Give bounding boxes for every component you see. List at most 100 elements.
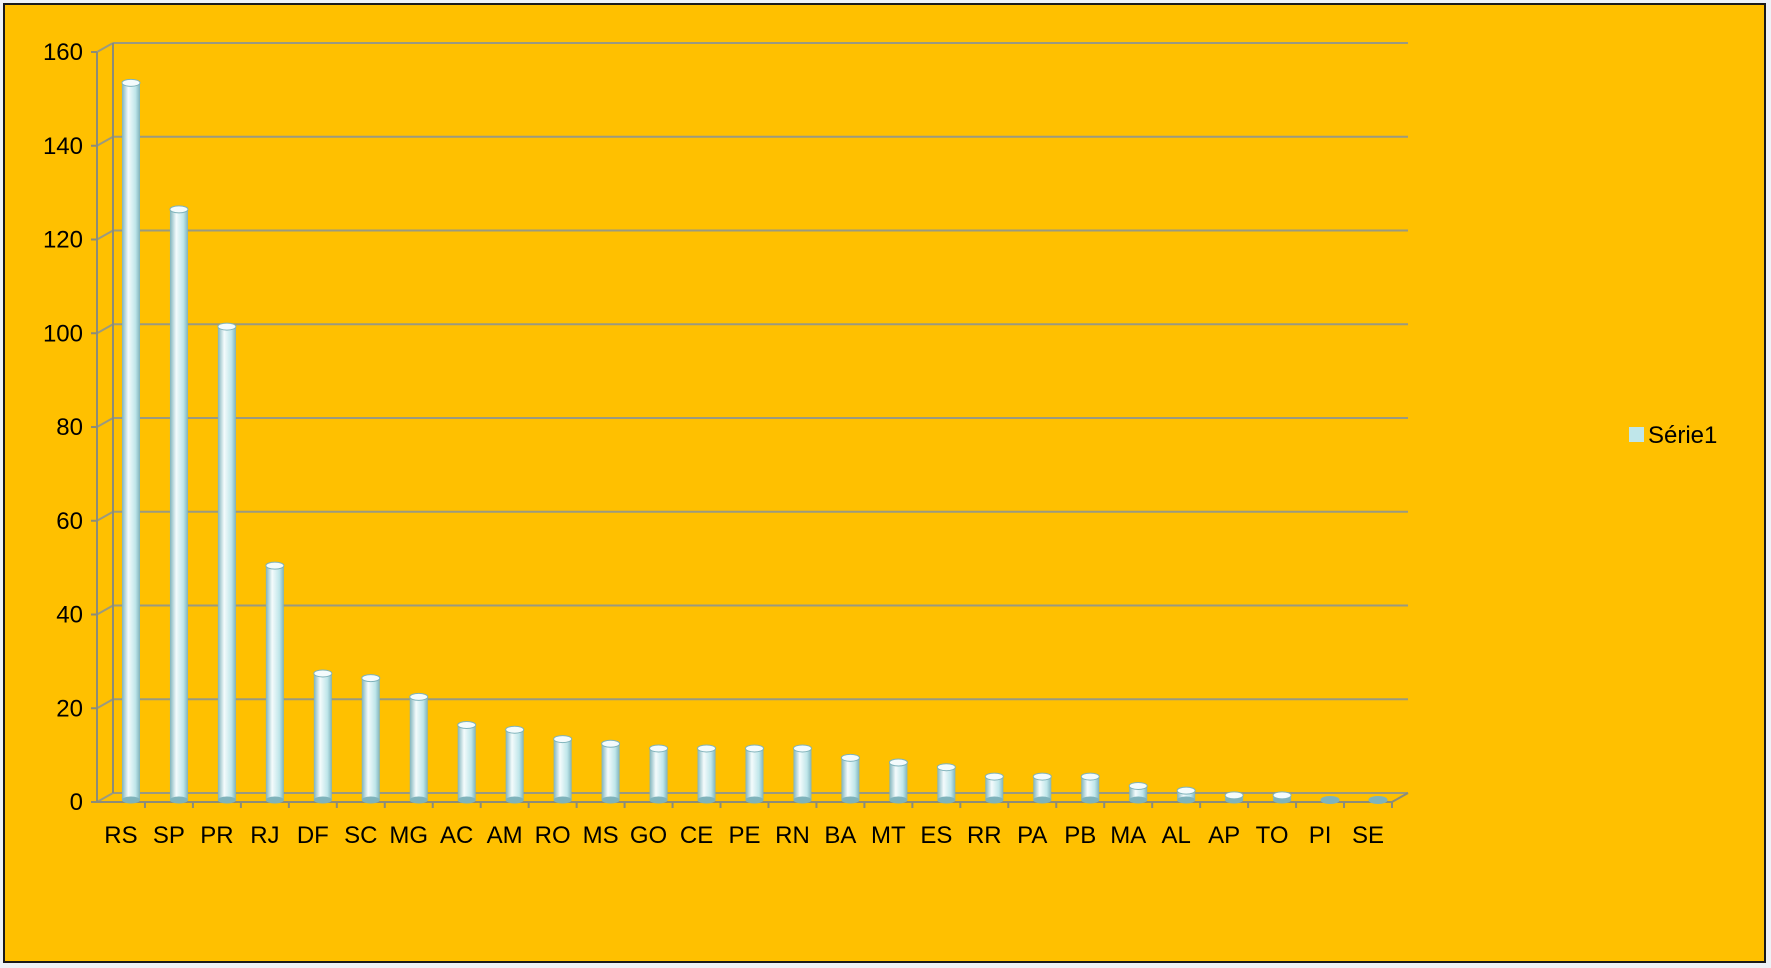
y-tick-label: 140 — [43, 133, 83, 160]
bar-top — [457, 721, 477, 729]
x-tick-label: RO — [535, 822, 571, 849]
axes — [91, 43, 1409, 808]
x-tick-label: MG — [389, 822, 428, 849]
y-tick-label: 160 — [43, 39, 83, 66]
y-tick-label: 0 — [70, 789, 83, 816]
gridline-depth — [96, 323, 114, 335]
bar — [121, 78, 141, 804]
x-tick-label: TO — [1256, 822, 1289, 849]
bar — [1224, 791, 1244, 804]
bar-top — [505, 725, 525, 734]
bar-base — [937, 796, 956, 804]
y-tick-label: 80 — [56, 414, 83, 441]
x-tick-label: PI — [1309, 822, 1332, 849]
bar-base — [505, 796, 524, 804]
y-tick-label: 100 — [43, 320, 83, 347]
bar — [313, 669, 333, 804]
bar-top — [1272, 791, 1292, 800]
bar — [217, 322, 237, 804]
gridline-depth — [96, 229, 114, 241]
bar — [1272, 791, 1292, 804]
bar-base — [1129, 796, 1148, 804]
bar — [1032, 772, 1052, 804]
gridline-depth — [96, 792, 114, 803]
x-tick-label: PE — [728, 822, 760, 849]
x-tick-label: AL — [1161, 822, 1190, 849]
bar-body — [697, 748, 716, 800]
gridline-depth — [96, 417, 114, 428]
gridline-depth — [96, 42, 114, 53]
chart-frame: 0 20 40 60 80 100 120 140 160 RS SP PR RJ DF SC MG AC AM… — [3, 3, 1766, 963]
x-tick-label: BA — [824, 822, 856, 849]
x-tick-label: RR — [967, 822, 1002, 849]
bar — [1128, 781, 1148, 804]
bar-body — [313, 673, 332, 800]
x-tick-label: SE — [1352, 822, 1384, 849]
bar-top — [697, 744, 717, 753]
bar — [265, 561, 285, 804]
bar-top — [649, 744, 669, 753]
bar-top — [265, 561, 285, 570]
gridline-depth — [96, 698, 114, 710]
bar-top — [888, 758, 908, 767]
bar — [649, 744, 669, 804]
bar — [361, 674, 381, 804]
bar-body — [601, 743, 620, 800]
legend-label: Série1 — [1648, 422, 1717, 449]
bar — [984, 772, 1004, 804]
x-tick-label: MS — [583, 822, 619, 849]
bar-base — [889, 796, 908, 804]
bar-body — [553, 739, 572, 800]
bar — [1176, 786, 1196, 804]
bar-base — [793, 796, 812, 804]
bar — [1368, 796, 1388, 804]
legend: Série1 — [1629, 422, 1717, 449]
bar — [169, 205, 189, 804]
bar-base — [313, 796, 332, 804]
bar — [1320, 796, 1340, 804]
bar — [505, 725, 525, 804]
bars — [121, 78, 1388, 804]
bar — [457, 721, 477, 804]
gridline-depth — [96, 510, 114, 522]
x-tick-label: PB — [1064, 822, 1096, 849]
bar-body — [937, 767, 956, 800]
x-tick-labels: RS SP PR RJ DF SC MG AC AM RO MS GO CE PE RN BA MT ES RR PA… — [104, 822, 1384, 849]
bar — [888, 758, 908, 804]
x-tick-label: PR — [200, 822, 233, 849]
bar-body — [1081, 776, 1100, 800]
bar-base — [265, 796, 284, 804]
bar-base — [361, 796, 380, 804]
bar-top — [121, 78, 141, 87]
bar — [792, 744, 812, 804]
bar-top — [409, 692, 429, 701]
bar-base — [697, 796, 716, 804]
bar-body — [1177, 790, 1196, 800]
gridline-depth — [96, 604, 114, 616]
bar-body — [361, 678, 380, 800]
legend-swatch — [1629, 427, 1644, 442]
bar — [409, 692, 429, 804]
bar-base — [1081, 796, 1100, 804]
bar-top — [1368, 796, 1388, 804]
bar-base — [457, 796, 476, 804]
bar-top — [217, 322, 237, 331]
bar — [601, 739, 621, 804]
bar-top — [1320, 796, 1340, 804]
x-tick-label: ES — [920, 822, 952, 849]
bar-top — [1176, 786, 1196, 795]
bar-base — [985, 796, 1004, 804]
bar-base — [1033, 796, 1052, 804]
x-tick-label: AM — [487, 822, 523, 849]
bar-base — [745, 796, 764, 804]
bar-top — [601, 739, 621, 748]
bar-top — [1032, 772, 1052, 781]
bar-body — [457, 725, 476, 800]
bar — [745, 744, 764, 804]
bar-top — [984, 772, 1004, 781]
bar — [936, 763, 956, 804]
bar-top — [1224, 791, 1244, 800]
x-tick-label: RJ — [250, 822, 279, 849]
bar-base — [649, 796, 668, 804]
bar-base — [409, 796, 428, 804]
